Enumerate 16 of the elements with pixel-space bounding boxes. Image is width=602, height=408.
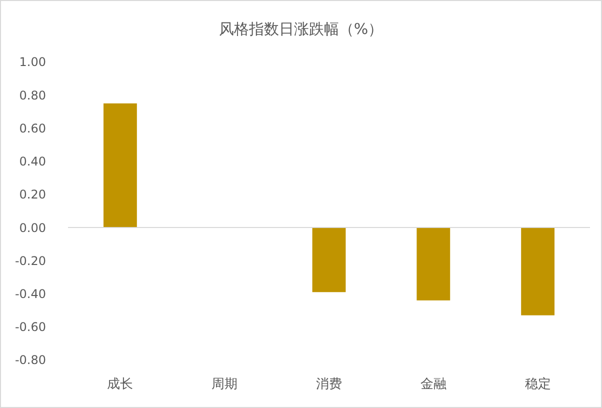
y-tick-label: 0.80 xyxy=(19,88,46,102)
y-tick-label: 0.00 xyxy=(19,220,46,235)
y-tick-label: 0.40 xyxy=(19,154,46,169)
y-tick-label: -0.60 xyxy=(14,320,46,334)
y-tick-label: -0.20 xyxy=(14,254,46,268)
y-tick-label: 0.60 xyxy=(19,121,46,136)
y-tick-label: -0.80 xyxy=(14,353,46,368)
x-tick-label: 消费 xyxy=(316,377,342,392)
x-tick-label: 周期 xyxy=(212,377,238,392)
x-tick-label: 稳定 xyxy=(524,377,551,392)
x-tick-label: 金融 xyxy=(420,377,446,392)
y-tick-label: -0.40 xyxy=(14,286,46,301)
x-tick-label: 成长 xyxy=(107,377,134,392)
y-tick-label: 1.00 xyxy=(19,55,46,70)
chart-title: 风格指数日涨跌幅（%） xyxy=(218,20,384,38)
y-tick-label: 0.20 xyxy=(19,188,46,202)
